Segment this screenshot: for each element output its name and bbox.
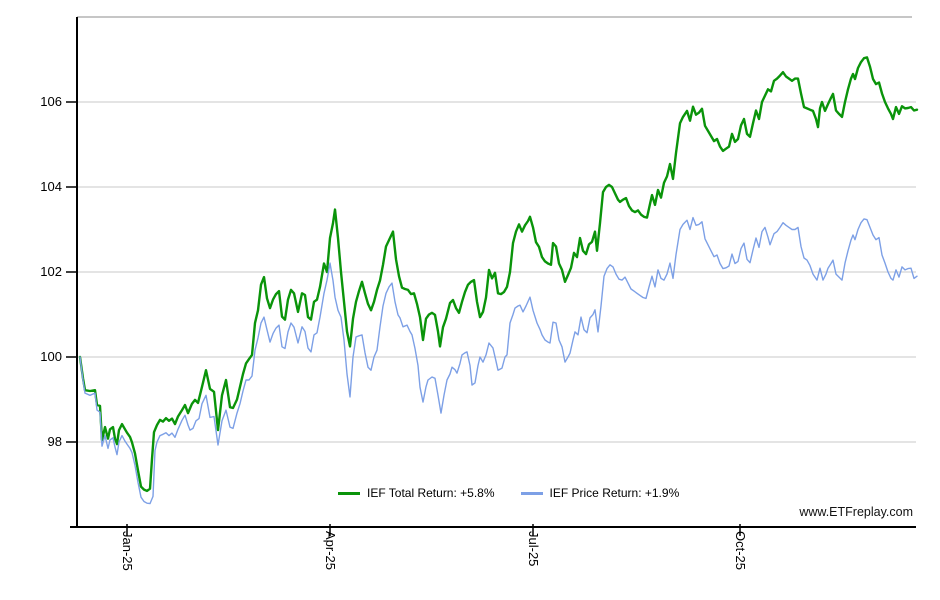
etfreplay-watermark: www.ETFreplay.com <box>799 505 913 519</box>
y-tick-label: 106 <box>40 94 62 109</box>
legend-item-total-return: IEF Total Return: +5.8% <box>338 486 495 500</box>
x-tick-label: Oct-25 <box>733 531 748 571</box>
x-tick-label: Jul-25 <box>526 531 541 567</box>
y-tick-label: 98 <box>47 434 62 449</box>
y-tick-label: 104 <box>40 179 62 194</box>
price-return-legend-label: IEF Price Return: +1.9% <box>549 486 680 500</box>
chart-legend: IEF Total Return: +5.8% IEF Price Return… <box>338 486 679 500</box>
x-tick-label: Apr-25 <box>323 531 338 571</box>
series-line-ief-price-return <box>79 216 918 505</box>
total-return-line-swatch <box>338 491 360 495</box>
total-return-legend-label: IEF Total Return: +5.8% <box>367 486 495 500</box>
y-tick-label: 100 <box>40 349 62 364</box>
series-line-ief-total-return <box>78 56 919 493</box>
y-tick-label: 102 <box>40 264 62 279</box>
x-tick-label: Jan-25 <box>120 531 135 571</box>
price-return-line-swatch <box>520 491 543 495</box>
legend-item-price-return: IEF Price Return: +1.9% <box>520 486 680 500</box>
